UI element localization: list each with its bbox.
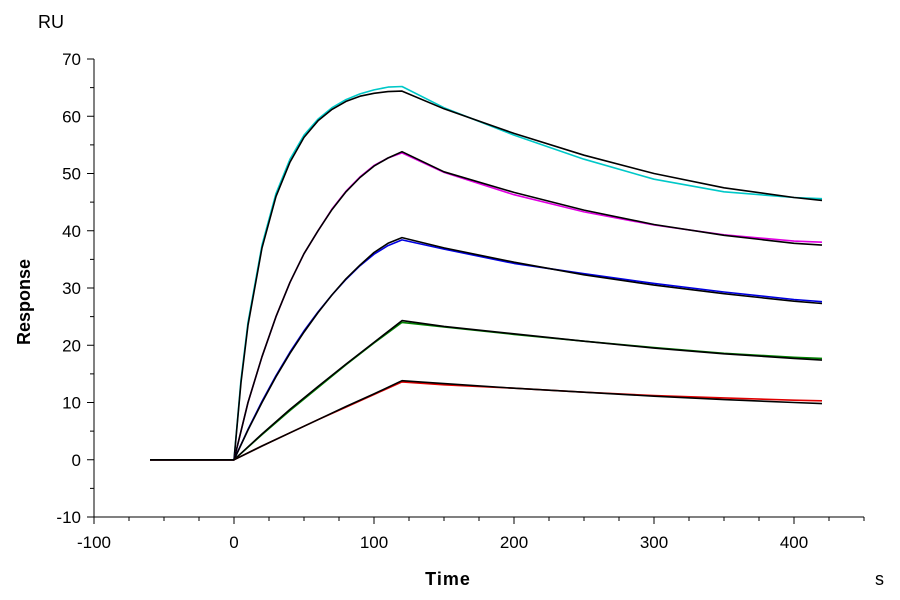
x-tick-label: -100: [77, 533, 111, 552]
y-tick-label: 30: [62, 279, 81, 298]
fit-curve-9: [150, 379, 823, 461]
y-tick-label: 20: [62, 336, 81, 355]
x-tick-label: 0: [229, 533, 238, 552]
y-unit-label: RU: [38, 12, 64, 32]
y-tick-label: 0: [72, 451, 81, 470]
x-tick-label: 100: [360, 533, 388, 552]
labels: RU Response Time s: [14, 12, 884, 589]
x-tick-label: 200: [500, 533, 528, 552]
fit-curve-3: [150, 150, 823, 461]
response-curve-4: [150, 239, 823, 461]
y-tick-label: 40: [62, 222, 81, 241]
y-tick-label: 70: [62, 50, 81, 69]
series-layer: [150, 85, 823, 461]
y-axis-title: Response: [14, 259, 34, 345]
fit-curve-7: [150, 319, 823, 461]
x-tick-label: 400: [780, 533, 808, 552]
y-tick-label: 50: [62, 165, 81, 184]
x-axis-title: Time: [425, 569, 471, 589]
x-unit-label: s: [875, 569, 884, 589]
y-tick-label: 60: [62, 107, 81, 126]
fit-curve-1: [150, 90, 823, 461]
response-curve-0: [150, 85, 823, 461]
y-tick-label: 10: [62, 394, 81, 413]
y-tick-label: -10: [56, 508, 81, 527]
fit-curve-5: [150, 236, 823, 461]
x-tick-label: 300: [640, 533, 668, 552]
